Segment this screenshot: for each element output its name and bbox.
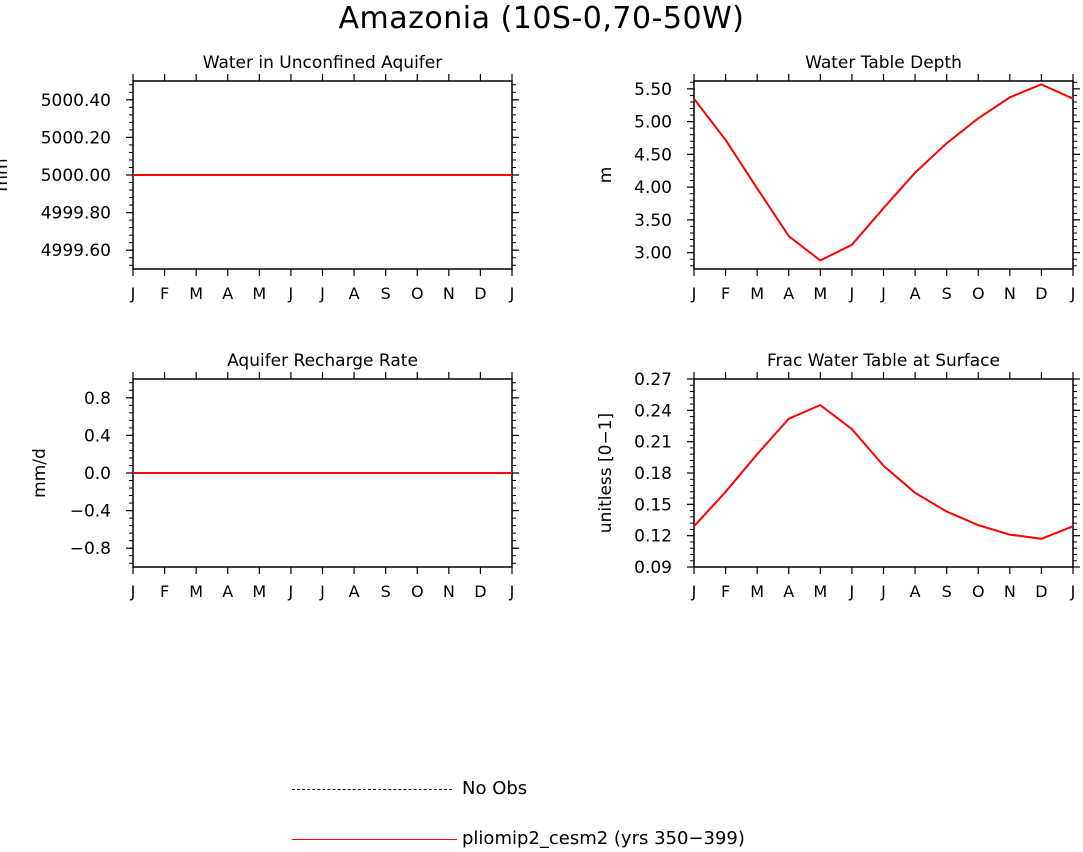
panel2-xtick-label: F: [721, 284, 730, 303]
panel3-ytick-label: 0.8: [84, 389, 111, 409]
panel3-xtick-label: O: [411, 582, 424, 601]
panel2-xtick-label: J: [849, 284, 855, 303]
panel4-xtick-label: A: [783, 582, 794, 601]
panel4-ytick-label: 0.21: [634, 433, 672, 453]
panel2-ylabel: m: [596, 167, 616, 184]
panel2-xtick-label: A: [910, 284, 921, 303]
panel2-xtick-label: D: [1035, 284, 1047, 303]
panel3-ytick-label: 0.0: [84, 464, 111, 484]
panel2-xtick-label: A: [783, 284, 794, 303]
panel1-xtick-label: D: [474, 284, 486, 303]
panel2-xtick-label: J: [691, 284, 697, 303]
panel2-xtick-label: J: [1070, 284, 1076, 303]
panel4-xtick-label: M: [750, 582, 764, 601]
panel3-xtick-label: A: [349, 582, 360, 601]
panel4-xtick-label: J: [849, 582, 855, 601]
panel4-xtick-label: J: [691, 582, 697, 601]
panel2-ytick-label: 5.00: [634, 113, 672, 133]
panel3-xtick-label: J: [288, 582, 294, 601]
panel2-series-line: [693, 83, 1074, 262]
legend-line-model: [292, 839, 457, 840]
panel4-ytick-label: 0.09: [634, 558, 672, 578]
panel1-xtick-label: J: [319, 284, 325, 303]
panel1-xtick-label: J: [130, 284, 136, 303]
panel2-xtick-label: N: [1004, 284, 1016, 303]
panel2-frame: [693, 80, 1074, 270]
panel4-ytick-label: 0.15: [634, 495, 672, 515]
panel1-ytick-label: 4999.60: [41, 241, 111, 261]
main-title: Amazonia (10S-0,70-50W): [338, 1, 745, 36]
panel1-xtick-label: A: [349, 284, 360, 303]
panel4-xtick-label: O: [972, 582, 985, 601]
panel1-ylabel: mm: [0, 158, 12, 191]
panel1-xtick-label: J: [509, 284, 515, 303]
panel1-xtick-label: M: [189, 284, 203, 303]
panel4-xtick-label: M: [813, 582, 827, 601]
legend-label-model: pliomip2_cesm2 (yrs 350−399): [462, 828, 745, 849]
panel3-ytick-label: −0.4: [70, 502, 111, 522]
panel3-ylabel: mm/d: [30, 448, 50, 498]
panel3-xtick-label: M: [189, 582, 203, 601]
panel3-xtick-label: J: [319, 582, 325, 601]
panel3-ytick-label: 0.4: [84, 426, 111, 446]
panel4-xtick-label: J: [1070, 582, 1076, 601]
panel1-xtick-label: S: [381, 284, 391, 303]
panel1-ytick-label: 4999.80: [41, 204, 111, 224]
panel1-xtick-label: F: [160, 284, 169, 303]
panel2-ytick-label: 3.00: [634, 244, 672, 264]
panel3-xtick-label: J: [130, 582, 136, 601]
panel3-title: Aquifer Recharge Rate: [227, 351, 418, 371]
panel4-ylabel: unitless [0−1]: [596, 413, 616, 533]
panel4-xtick-label: F: [721, 582, 730, 601]
panel3-xtick-label: D: [474, 582, 486, 601]
panel1-xtick-label: O: [411, 284, 424, 303]
panel3-xtick-label: N: [443, 582, 455, 601]
panel2-xtick-label: O: [972, 284, 985, 303]
panel4-title: Frac Water Table at Surface: [767, 351, 1000, 371]
legend-line-obs: [292, 789, 452, 790]
panel4-xtick-label: S: [942, 582, 952, 601]
panel2-ytick-label: 4.50: [634, 145, 672, 165]
panel1-xtick-label: A: [222, 284, 233, 303]
panel4-ytick-label: 0.18: [634, 464, 672, 484]
panel2-xtick-label: M: [813, 284, 827, 303]
panel4-ytick-label: 0.12: [634, 527, 672, 547]
panel3-xtick-label: F: [160, 582, 169, 601]
legend-label-obs: No Obs: [462, 778, 528, 799]
panel2-xtick-label: J: [880, 284, 886, 303]
panel1-xtick-label: J: [288, 284, 294, 303]
panel4-xtick-label: J: [880, 582, 886, 601]
panel3-xtick-label: M: [252, 582, 266, 601]
panel2-ytick-label: 5.50: [634, 80, 672, 100]
panel3-xtick-label: A: [222, 582, 233, 601]
panel1-xtick-label: M: [252, 284, 266, 303]
panel1-ytick-label: 5000.40: [41, 91, 111, 111]
panel2-ytick-label: 3.50: [634, 211, 672, 231]
panel4-xtick-label: A: [910, 582, 921, 601]
panel4-ytick-label: 0.24: [634, 401, 672, 421]
panel4-ytick-label: 0.27: [634, 370, 672, 390]
panel3-xtick-label: S: [381, 582, 391, 601]
panel4-xtick-label: N: [1004, 582, 1016, 601]
panel1-ytick-label: 5000.00: [41, 166, 111, 186]
panel2-xtick-label: S: [942, 284, 952, 303]
panel4-xtick-label: D: [1035, 582, 1047, 601]
panel3-xtick-label: J: [509, 582, 515, 601]
panel1-title: Water in Unconfined Aquifer: [203, 53, 443, 73]
panel2-ytick-label: 4.00: [634, 178, 672, 198]
panel3-ytick-label: −0.8: [70, 539, 111, 559]
panel4-series-line: [693, 403, 1074, 540]
panel1-xtick-label: N: [443, 284, 455, 303]
panel2-title: Water Table Depth: [805, 53, 962, 73]
panel4-frame: [693, 378, 1074, 568]
panel2-xtick-label: M: [750, 284, 764, 303]
panel1-ytick-label: 5000.20: [41, 128, 111, 148]
